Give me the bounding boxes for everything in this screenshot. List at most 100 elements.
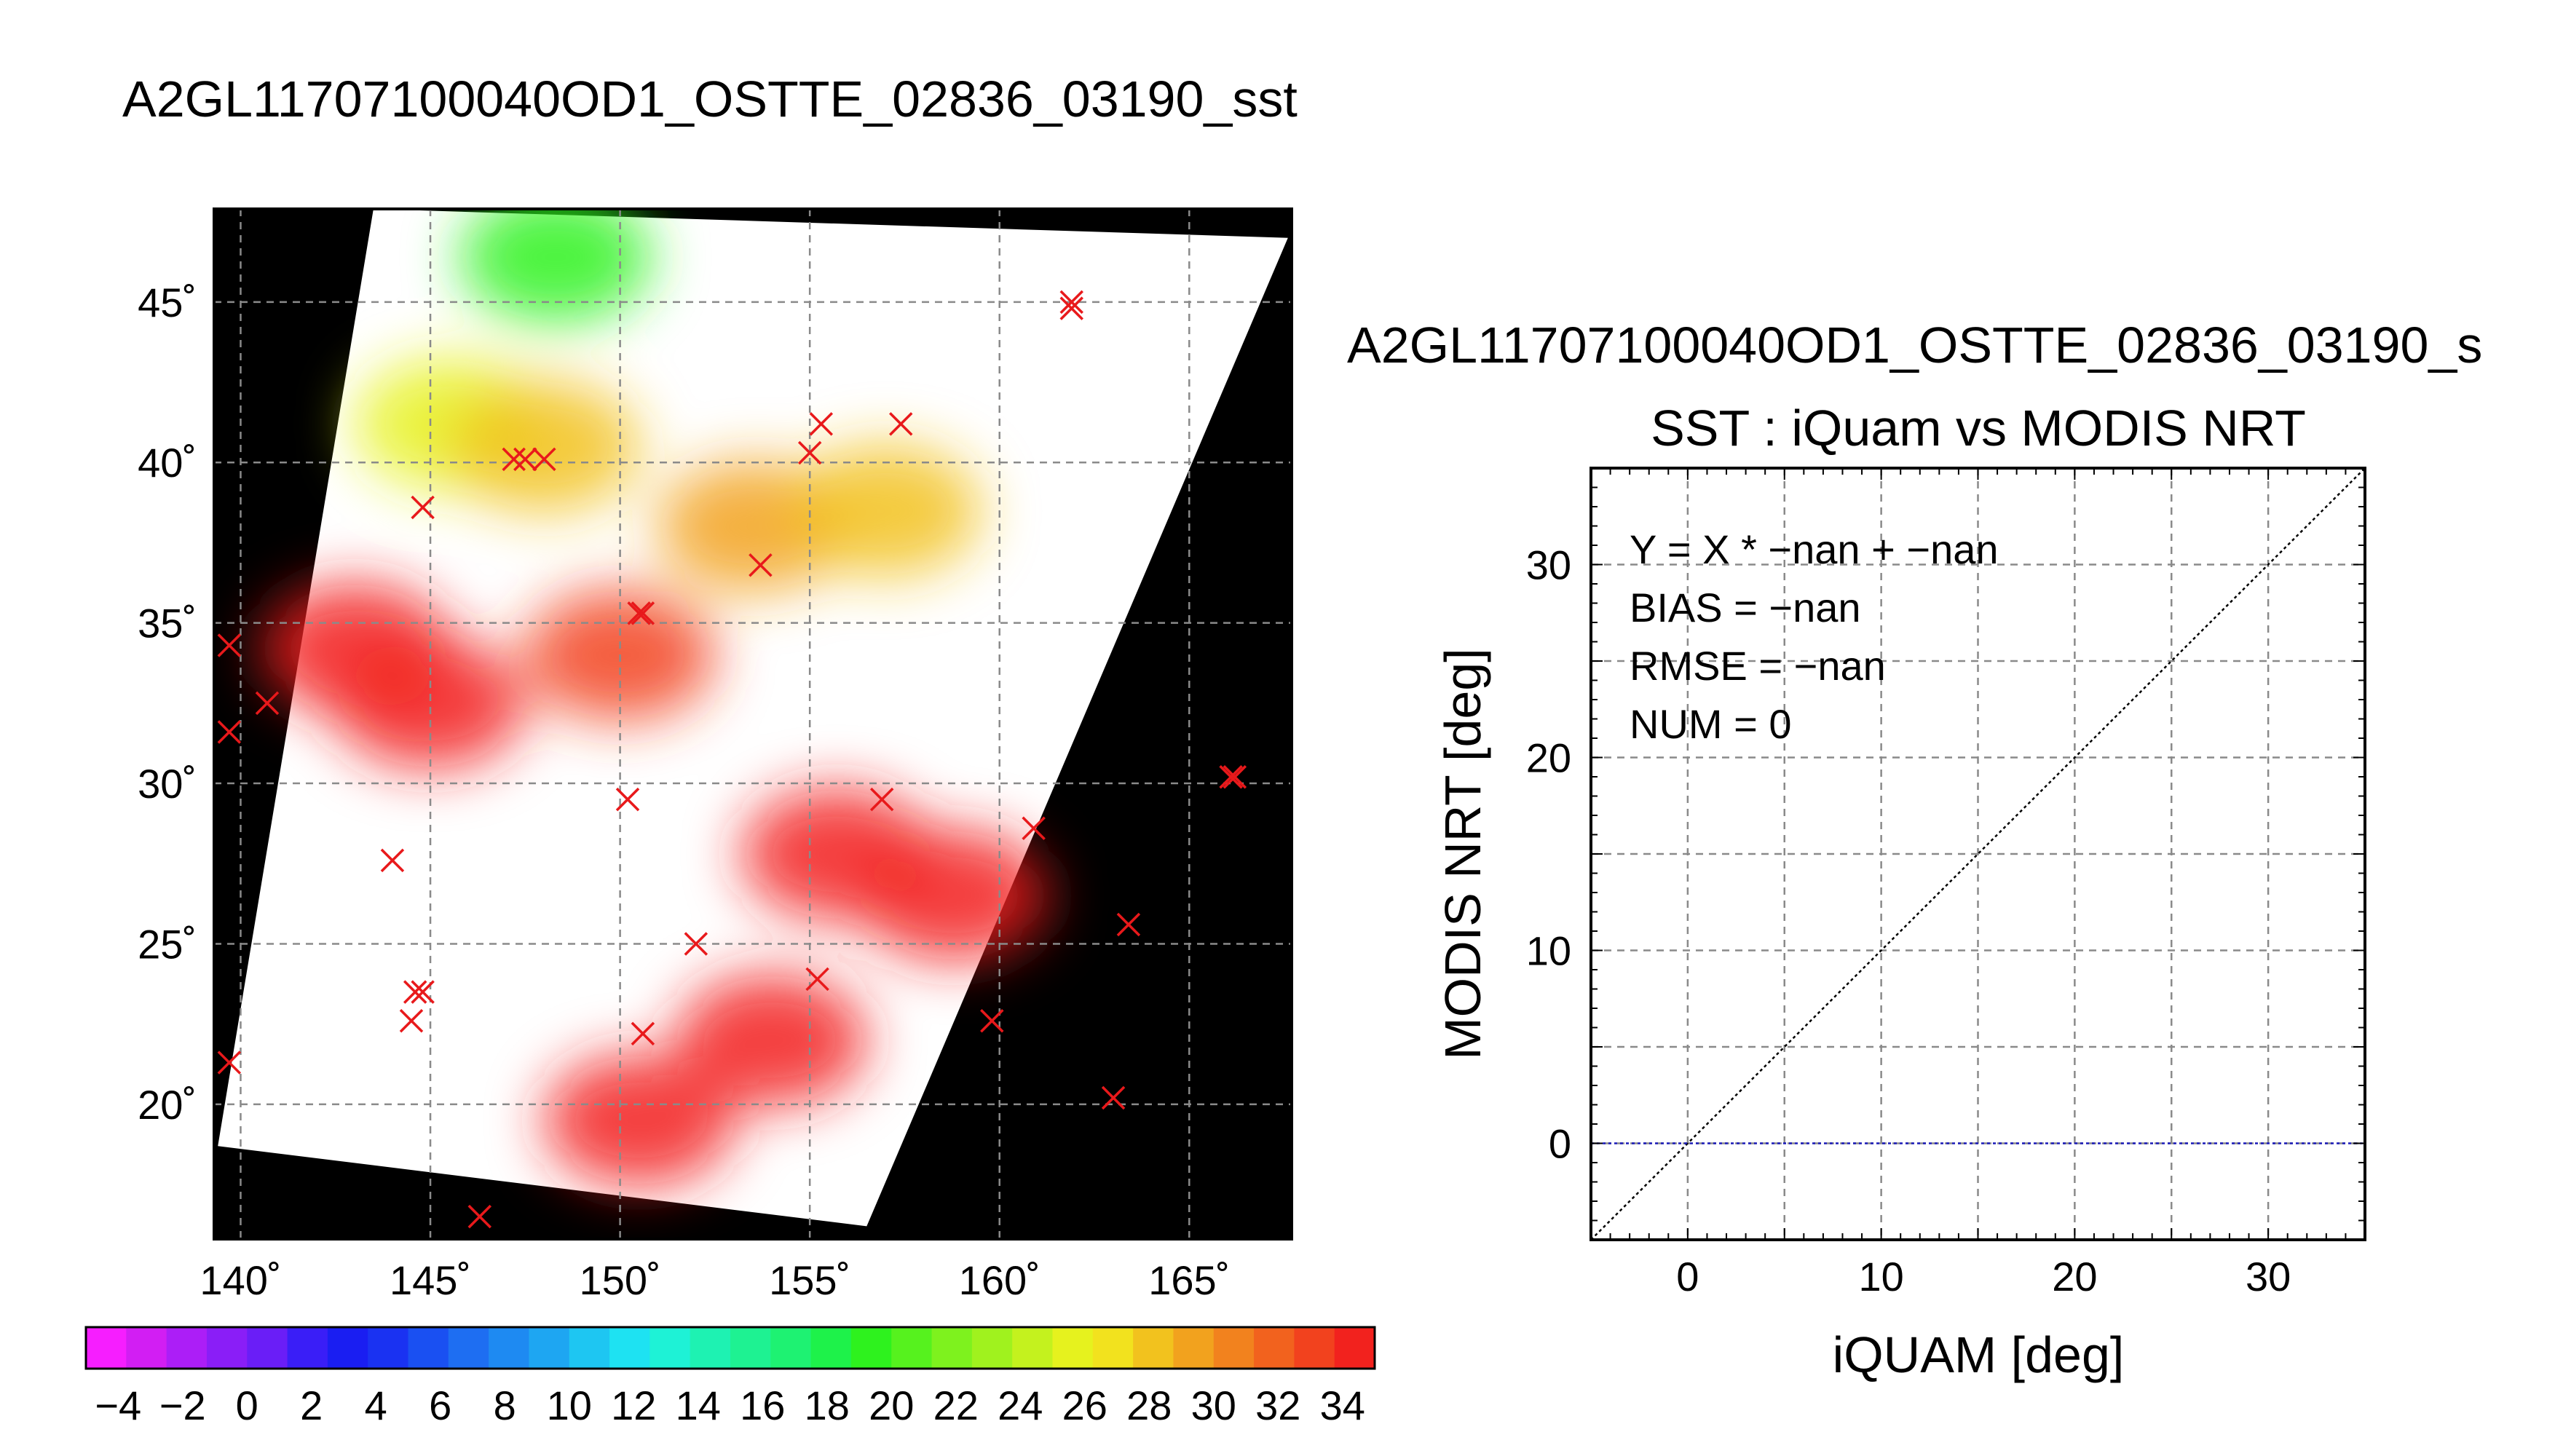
marker-stroke	[217, 720, 242, 744]
iquam-point	[809, 412, 834, 436]
scatter-statistics: Y = X * −nan + −nan BIAS = −nan RMSE = −na…	[1630, 526, 1999, 747]
colorbar-tick-label: 14	[676, 1382, 721, 1428]
colorbar-cell	[206, 1327, 248, 1369]
map-x-tick-label: 150˚	[580, 1257, 661, 1303]
colorbar-cell	[489, 1327, 530, 1369]
colorbar-frame	[84, 1326, 1376, 1370]
colorbar-cell	[690, 1327, 731, 1369]
sst-patch	[791, 445, 981, 577]
iquam-point	[805, 967, 829, 992]
colorbar-cell	[810, 1327, 852, 1369]
iquam-point	[749, 553, 773, 577]
colorbar-tick-label: 2	[300, 1382, 323, 1428]
colorbar-tick-label: 32	[1255, 1382, 1300, 1428]
scatter-reference-lines	[1590, 467, 2366, 1241]
marker-stroke	[255, 691, 280, 716]
map-y-tick-label: 45˚	[138, 280, 197, 325]
map-y-tick-label: 20˚	[138, 1082, 197, 1128]
colorbar-tick-label: 8	[494, 1382, 516, 1428]
marker-stroke	[749, 553, 773, 577]
scatter-x-tick-labels: 0 10 20 30	[1676, 1254, 2291, 1299]
scatter-stat-line: RMSE = −nan	[1630, 643, 1886, 689]
marker-stroke	[467, 1204, 492, 1229]
marker-stroke	[403, 980, 427, 1004]
marker-stroke	[502, 447, 526, 472]
iquam-point	[502, 447, 526, 472]
scatter-x-tick-label: 10	[1858, 1254, 1903, 1299]
colorbar-cell	[1012, 1327, 1054, 1369]
scatter-x-axis-label: iQUAM [deg]	[1833, 1326, 2125, 1383]
marker-stroke	[1116, 912, 1141, 937]
scatter-stat-line: NUM = 0	[1630, 701, 1792, 747]
colorbar-cell	[770, 1327, 812, 1369]
colorbar-tick-label: 12	[611, 1382, 656, 1428]
marker-stroke	[805, 967, 829, 992]
iquam-point	[980, 1009, 1004, 1033]
map-y-tick-label: 25˚	[138, 921, 197, 967]
map-gridlines	[214, 209, 1292, 1239]
sst-patch	[336, 637, 526, 769]
colorbar-tick-label: 34	[1320, 1382, 1365, 1428]
scatter-y-tick-label: 0	[1549, 1121, 1571, 1167]
iquam-point	[217, 633, 242, 657]
iquam-point	[1223, 764, 1247, 789]
iquam-point	[631, 601, 655, 625]
colorbar-cell	[287, 1327, 328, 1369]
iquam-point	[411, 495, 435, 520]
colorbar-cell	[408, 1327, 449, 1369]
colorbar-cell	[1334, 1327, 1375, 1369]
marker-stroke	[684, 932, 708, 956]
iquam-point	[513, 447, 537, 472]
colorbar-cell	[1133, 1327, 1174, 1369]
marker-stroke	[513, 447, 537, 472]
marker-stroke	[615, 787, 640, 812]
iquam-point	[255, 691, 280, 716]
colorbar-tick-labels: −4 −2 0 2 4 6 8 10 12 14 16 18 20 22 24 26 28 30 32 34	[95, 1382, 1365, 1428]
marker-stroke	[217, 633, 242, 657]
iquam-point	[1022, 816, 1046, 841]
iquam-point	[1101, 1085, 1126, 1110]
iquam-point	[467, 1204, 492, 1229]
colorbar-cell	[448, 1327, 489, 1369]
scatter-frame	[1590, 467, 2366, 1241]
colorbar-tick-label: 30	[1191, 1382, 1236, 1428]
colorbar-cell	[529, 1327, 570, 1369]
colorbar-cell	[86, 1327, 127, 1369]
map-longitude-ticks: 140˚ 145˚ 150˚ 155˚ 160˚ 165˚	[200, 1257, 1230, 1303]
colorbar-cell	[931, 1327, 973, 1369]
scatter-stat-line: BIAS = −nan	[1630, 585, 1861, 630]
colorbar-cell	[730, 1327, 771, 1369]
marker-stroke	[1101, 1085, 1126, 1110]
colorbar-tick-label: 16	[740, 1382, 785, 1428]
colorbar-tick-label: 10	[547, 1382, 592, 1428]
colorbar-cell	[1294, 1327, 1335, 1369]
map-y-tick-label: 40˚	[138, 440, 197, 486]
iquam-point	[399, 1009, 424, 1033]
scatter-y-tick-labels: 0 10 20 30	[1526, 542, 1571, 1167]
map-y-tick-label: 30˚	[138, 761, 197, 807]
iquam-point	[217, 720, 242, 744]
iquam-point	[797, 440, 822, 465]
sst-patch	[741, 788, 931, 920]
scatter-subtitle: A2GL11707100040OD1_OSTTE_02836_03190_s	[1347, 317, 2482, 373]
colorbar-cell	[609, 1327, 650, 1369]
marker-stroke	[1022, 816, 1046, 841]
iquam-point	[1116, 912, 1141, 937]
colorbar-cell	[850, 1327, 892, 1369]
marker-stroke	[399, 1009, 424, 1033]
colorbar-tick-label: 22	[933, 1382, 979, 1428]
map-x-tick-label: 155˚	[769, 1257, 850, 1303]
colorbar-cell	[1213, 1327, 1255, 1369]
colorbar-cells	[86, 1327, 1375, 1369]
iquam-point	[217, 1051, 242, 1075]
colorbar-cell	[1092, 1327, 1134, 1369]
marker-stroke	[1059, 290, 1083, 314]
iquam-point	[1219, 764, 1243, 789]
marker-stroke	[532, 447, 556, 472]
scatter-y-axis-label: MODIS NRT [deg]	[1434, 648, 1491, 1059]
map-x-tick-label: 165˚	[1148, 1257, 1230, 1303]
map-latitude-ticks: 20˚ 25˚ 30˚ 35˚ 40˚ 45˚	[138, 280, 197, 1128]
colorbar-cell	[649, 1327, 691, 1369]
scatter-y-tick-label: 30	[1526, 542, 1571, 588]
sst-patch	[544, 1054, 734, 1186]
